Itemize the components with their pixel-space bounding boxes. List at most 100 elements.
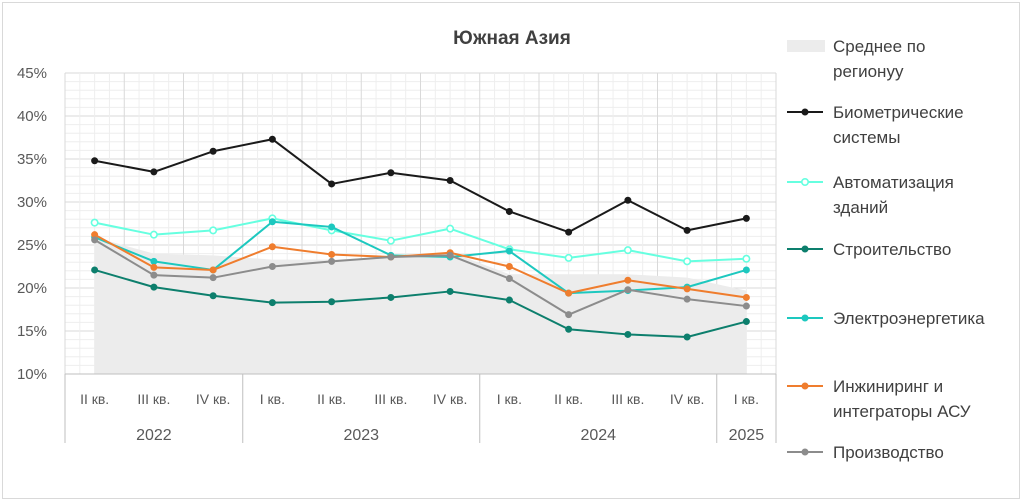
data-point [268,218,276,226]
data-point [446,251,454,259]
x-tick-label: III кв. [611,391,644,407]
y-tick-label: 45% [17,65,47,82]
x-group-label: 2023 [343,427,379,444]
data-point [387,293,395,301]
data-point [565,228,573,236]
legend-marker [801,245,809,253]
y-tick-label: 20% [17,280,47,297]
data-point [150,263,158,271]
data-point [742,214,750,222]
data-point [742,293,750,301]
x-group-label: 2024 [580,427,616,444]
legend-label: Инжиниринг и [833,377,943,396]
data-point [328,298,336,306]
x-tick-label: I кв. [260,391,285,407]
data-point [505,263,513,270]
data-point [505,275,513,283]
data-point [91,236,99,244]
data-point [328,180,336,188]
data-point [683,295,691,303]
data-point [268,299,276,307]
data-point [624,276,632,284]
legend-label: Биометрические [833,103,964,122]
data-point [742,254,751,263]
x-group-label: 2025 [729,427,765,444]
x-tick-label: III кв. [374,391,407,407]
data-point [150,271,158,279]
y-tick-label: 15% [17,323,47,340]
data-point [505,247,513,255]
legend-label: Электроэнергетика [833,309,985,328]
y-tick-label: 30% [17,194,47,211]
data-point [149,230,158,239]
area-regional-average [94,237,747,374]
data-point [328,223,336,231]
data-point [91,157,99,165]
data-point [150,168,158,176]
data-point [268,263,276,270]
data-point [209,274,217,282]
series-line [94,268,747,339]
x-tick-label: II кв. [317,391,346,407]
data-point [742,318,750,326]
data-point [150,283,158,291]
data-point [565,311,573,319]
data-point [209,292,217,300]
x-tick-label: II кв. [554,391,583,407]
data-point [386,236,395,245]
data-point [268,243,276,251]
data-point [623,246,632,255]
data-point [90,218,99,227]
data-point [209,226,218,235]
data-point [683,257,692,266]
chart-title: Южная Азия [453,28,571,49]
data-point [683,333,691,341]
data-point [209,147,217,155]
data-point [742,266,750,274]
data-point [387,169,395,177]
data-point [505,296,513,304]
data-point [624,286,632,294]
x-tick-label: III кв. [137,391,170,407]
legend-marker [801,448,809,456]
x-tick-label: IV кв. [433,391,468,407]
legend-label: регионуу [833,62,904,81]
legend: Среднее по регионуу Биометрические системы А… [787,37,985,462]
series-lines [90,135,751,341]
data-point [150,257,158,265]
data-point [268,135,276,143]
series-line [94,138,747,234]
axes: 10% 15% 20% 25% 30% 35% 40% 45% II кв. III кв. IV … [17,65,777,444]
legend-marker [801,314,809,322]
legend-label: Строительство [833,240,951,259]
y-tick-label: 35% [17,151,47,168]
area-average [94,237,747,374]
data-point [742,302,750,310]
data-point [91,266,99,274]
data-point [624,330,632,338]
series-line [94,233,747,299]
data-point [564,253,573,262]
y-tick-label: 25% [17,237,47,254]
x-tick-label: I кв. [497,391,522,407]
data-point [328,257,336,265]
legend-label: интеграторы АСУ [833,402,971,421]
x-tick-label: IV кв. [670,391,705,407]
data-point [209,266,217,274]
legend-label: системы [833,128,900,147]
legend-marker [801,108,809,116]
legend-marker [801,382,809,390]
x-tick-label: I кв. [734,391,759,407]
legend-swatch [787,40,825,52]
data-point [565,289,573,297]
data-point [446,224,455,233]
legend-label: Производство [833,443,944,462]
legend-marker [800,178,809,187]
x-tick-label: II кв. [80,391,109,407]
y-tick-label: 40% [17,108,47,125]
legend-label: зданий [833,198,888,217]
data-point [683,285,691,293]
data-point [565,325,573,333]
legend-label: Автоматизация [833,173,954,192]
legend-label: Среднее по [833,37,925,56]
